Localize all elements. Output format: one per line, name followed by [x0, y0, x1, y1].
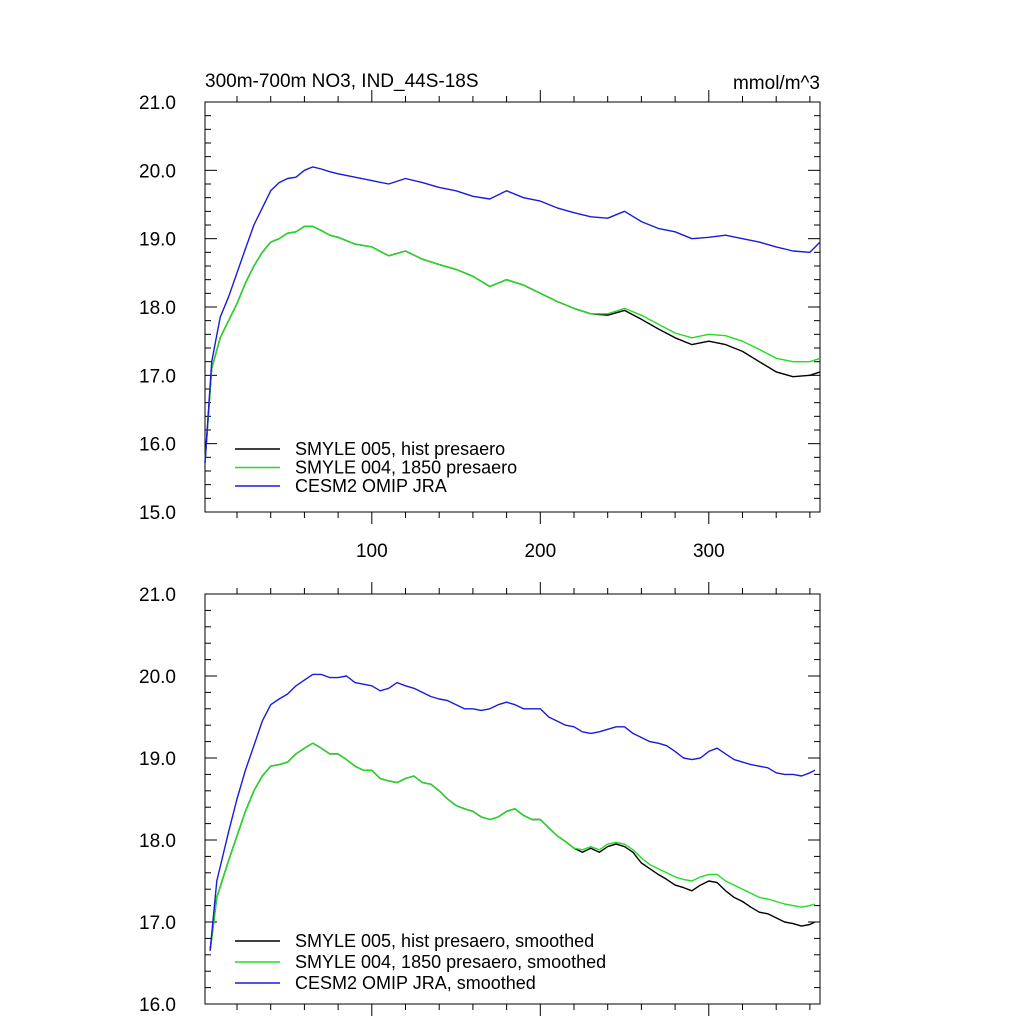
y-tick-label: 18.0	[139, 831, 176, 852]
top-panel: 300m-700m NO3, IND_44S-18S mmol/m^3 15.0…	[139, 71, 821, 562]
y-tick-label: 19.0	[139, 230, 176, 251]
bottom-panel: 16.0 17.0 18.0 19.0 20.0 21.0 SMYLE 005, hist…	[139, 582, 821, 1016]
legend-label: SMYLE 004, 1850 presaero, smoothed	[295, 952, 606, 972]
units-label: mmol/m^3	[733, 73, 820, 94]
series-line-3	[204, 166, 821, 463]
legend-label: CESM2 OMIP JRA, smoothed	[295, 973, 536, 993]
y-tick-label: 20.0	[139, 667, 176, 688]
series-line-1	[204, 225, 821, 463]
axes-bottom: 16.0 17.0 18.0 19.0 20.0 21.0	[139, 582, 820, 1016]
legend-label: CESM2 OMIP JRA	[295, 476, 447, 496]
series-line-2	[209, 742, 816, 951]
y-tick-label: 17.0	[139, 366, 176, 387]
y-tick-label: 21.0	[139, 93, 176, 114]
y-tick-label: 16.0	[139, 435, 176, 456]
legend-label: SMYLE 004, 1850 presaero	[295, 458, 517, 478]
x-tick-label: 100	[356, 541, 388, 562]
y-tick-label: 21.0	[139, 585, 176, 606]
series-bottom	[209, 673, 816, 951]
y-tick-label: 17.0	[139, 913, 176, 934]
series-top	[204, 166, 821, 463]
y-tick-label: 15.0	[139, 503, 176, 524]
x-tick-label: 300	[693, 541, 725, 562]
series-line-1	[209, 742, 816, 951]
legend-label: SMYLE 005, hist presaero	[295, 439, 505, 459]
plot-frame-bottom	[204, 593, 821, 1005]
y-tick-label: 16.0	[139, 995, 176, 1016]
chart-title: 300m-700m NO3, IND_44S-18S	[205, 71, 479, 92]
legend-label: SMYLE 005, hist presaero, smoothed	[295, 931, 594, 951]
y-tick-label: 18.0	[139, 298, 176, 319]
x-tick-label: 200	[524, 541, 556, 562]
axes-top: 15.0 16.0 17.0 18.0 19.0 20.0 21.0 100 200 300	[139, 90, 820, 562]
y-tick-label: 19.0	[139, 749, 176, 770]
y-tick-label: 20.0	[139, 161, 176, 182]
series-line-3	[209, 673, 816, 951]
legend-bottom: SMYLE 005, hist presaero, smoothedSMYLE …	[235, 931, 606, 993]
series-line-2	[204, 225, 821, 463]
